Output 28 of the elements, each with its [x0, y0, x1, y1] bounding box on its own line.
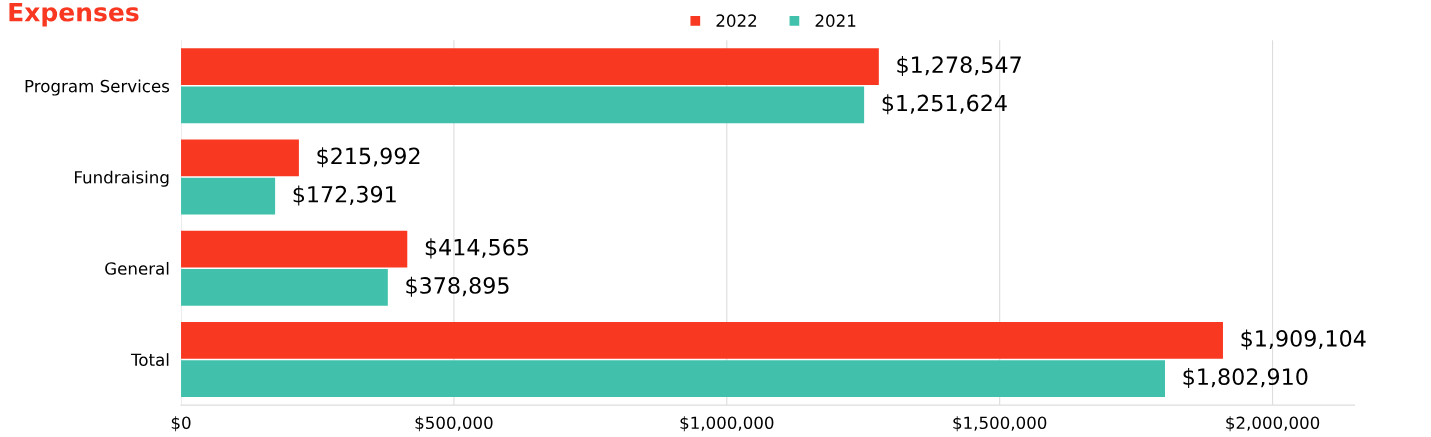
x-tick-label: $1,500,000 — [953, 416, 1047, 432]
legend-label: 2021 — [815, 14, 856, 27]
x-tick-label: $2,000,000 — [1226, 416, 1320, 432]
chart-title: Expenses — [9, 2, 139, 27]
data-label: $414,565 — [425, 238, 529, 259]
y-tick-label: Program Services — [25, 79, 170, 96]
bar — [181, 139, 299, 177]
bar — [181, 269, 388, 306]
data-label: $1,278,547 — [897, 55, 1021, 77]
y-tick-label: Total — [130, 353, 169, 367]
y-tick-label: Fundraising — [75, 170, 169, 187]
x-tick-label: $1,000,000 — [680, 416, 774, 432]
x-tick-label: $500,000 — [415, 416, 493, 432]
data-label: $215,992 — [317, 147, 420, 168]
data-label: $172,391 — [293, 185, 396, 206]
x-tick-label: $0 — [171, 416, 191, 432]
bar — [181, 177, 276, 215]
y-tick-label: General — [105, 261, 169, 275]
data-label: $1,802,910 — [1183, 367, 1308, 389]
data-label: $1,909,104 — [1241, 329, 1366, 350]
data-label: $378,895 — [406, 276, 509, 297]
data-label: $1,251,624 — [882, 94, 1007, 115]
bar — [181, 360, 1166, 398]
bar — [181, 86, 865, 124]
bar — [181, 230, 408, 268]
legend-label: 2022 — [716, 14, 757, 27]
bar — [181, 321, 1223, 359]
bar — [181, 48, 879, 86]
